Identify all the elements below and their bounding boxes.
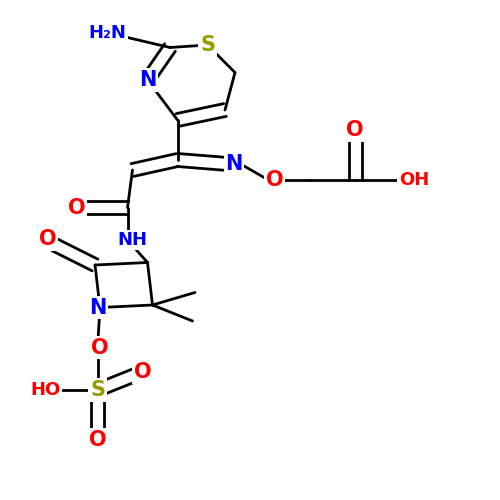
Text: O: O [91, 338, 109, 357]
Text: S: S [200, 35, 215, 55]
Text: O: O [346, 120, 364, 140]
Text: N: N [139, 70, 156, 90]
Text: O: O [68, 198, 86, 218]
Text: O: O [266, 170, 283, 190]
Text: O: O [38, 229, 56, 249]
Text: N: N [226, 154, 242, 174]
Text: N: N [89, 298, 106, 318]
Text: O: O [134, 362, 152, 382]
Text: HO: HO [30, 381, 60, 399]
Text: OH: OH [399, 171, 429, 189]
Text: H₂N: H₂N [88, 24, 126, 42]
Text: NH: NH [118, 231, 148, 249]
Text: O: O [88, 430, 106, 450]
Text: S: S [90, 380, 105, 400]
